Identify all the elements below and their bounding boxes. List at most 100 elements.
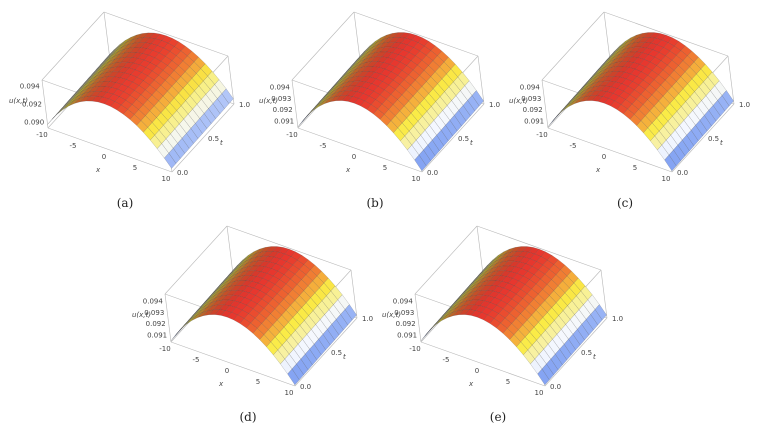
box-edge <box>671 103 735 173</box>
box-edge <box>541 11 605 81</box>
x-tick-label: -5 <box>443 356 450 364</box>
t-tick-label: 0.5 <box>331 349 342 357</box>
x-axis-label: x <box>595 166 601 174</box>
box-edge <box>477 55 485 105</box>
surface-patch <box>164 152 177 169</box>
z-tick-label: 0.091 <box>524 118 544 126</box>
z-tick-label: 0.091 <box>397 332 417 340</box>
t-tick-label: 0.5 <box>208 135 219 143</box>
z-tick-label: 0.093 <box>271 95 291 103</box>
box-edge <box>226 225 234 275</box>
surface-patch <box>471 90 484 107</box>
x-axis-label: x <box>345 166 351 174</box>
surface-patch <box>664 154 677 172</box>
surface-patch <box>318 334 331 351</box>
box-edge <box>547 127 673 173</box>
surface-plot-e: -10 -5 0 5 10 0.0 0.5 1.0 0.091 0.092 0.093 0.094 x t… <box>373 214 623 429</box>
x-tick-label: 10 <box>535 389 544 397</box>
box-edge <box>420 341 546 387</box>
x-tick-label: 0 <box>102 153 106 161</box>
z-tick-label: 0.094 <box>520 83 541 91</box>
surface-patch <box>445 120 458 137</box>
surface-patch <box>199 113 212 129</box>
x-tick-label: -10 <box>536 131 547 139</box>
caption: (b) <box>366 196 384 210</box>
surface-plot-a: -10 -5 0 5 10 0.0 0.5 1.0 0.090 0.092 0.094 x t u(x,t… <box>0 0 250 215</box>
surface-patch <box>203 108 216 124</box>
surface-patch <box>177 138 190 154</box>
z-tick-label: 0.091 <box>274 118 294 126</box>
surface-patch <box>313 338 326 356</box>
x-tick-label: -5 <box>320 142 327 150</box>
x-tick-label: -10 <box>36 131 47 139</box>
z-tick-label: 0.091 <box>147 332 167 340</box>
box-edge <box>227 55 235 105</box>
box-edge <box>350 269 358 319</box>
box-edge <box>103 11 111 61</box>
t-axis-label: t <box>593 353 596 361</box>
z-axis-label: u(x,t) <box>382 311 401 319</box>
x-tick-label: 10 <box>162 175 171 183</box>
t-axis-label: t <box>220 139 223 147</box>
x-tick-label: 0 <box>352 153 356 161</box>
t-tick-label: 0.0 <box>550 383 561 391</box>
box-edge <box>164 293 172 343</box>
plot-svg: -10 -5 0 5 10 0.0 0.5 1.0 0.091 0.092 0.093 0.094 x t… <box>509 11 750 183</box>
box-edge <box>600 269 608 319</box>
surface-patch <box>690 124 703 142</box>
t-axis-label: t <box>470 139 473 147</box>
z-tick-label: 0.094 <box>270 83 291 91</box>
x-tick-label: 5 <box>256 378 260 386</box>
z-tick-label: 0.093 <box>521 95 541 103</box>
caption: (c) <box>616 196 634 210</box>
z-tick-label: 0.093 <box>394 309 414 317</box>
t-tick-label: 1.0 <box>362 315 373 323</box>
box-edge <box>294 317 358 387</box>
box-edge <box>226 225 352 271</box>
box-edge <box>171 103 235 173</box>
x-tick-label: 0 <box>602 153 606 161</box>
z-tick-label: 0.092 <box>146 320 166 328</box>
surface-patch <box>594 304 607 321</box>
plot-svg: -10 -5 0 5 10 0.0 0.5 1.0 0.091 0.092 0.093 0.094 x t… <box>382 225 623 397</box>
box-edge <box>603 11 611 61</box>
surface-plot-c: -10 -5 0 5 10 0.0 0.5 1.0 0.091 0.092 0.093 0.094 x t… <box>500 0 750 215</box>
box-edge <box>103 11 229 57</box>
surface-patch <box>414 154 427 172</box>
box-edge <box>476 225 484 275</box>
surface-patch <box>568 334 581 351</box>
z-tick-label: 0.092 <box>523 106 543 114</box>
box-edge <box>544 317 608 387</box>
x-axis-label: x <box>95 166 101 174</box>
box-edge <box>170 341 296 387</box>
surface-patch <box>208 103 221 119</box>
z-tick-label: 0.094 <box>393 297 414 305</box>
box-edge <box>421 103 485 173</box>
surface-plot-d: -10 -5 0 5 10 0.0 0.5 1.0 0.091 0.092 0.093 0.094 x t… <box>123 214 373 429</box>
x-tick-label: 5 <box>383 164 387 172</box>
surface-plot-b: -10 -5 0 5 10 0.0 0.5 1.0 0.091 0.092 0.093 0.094 x t… <box>250 0 500 215</box>
z-tick-label: 0.092 <box>273 106 293 114</box>
x-tick-label: 5 <box>506 378 510 386</box>
z-tick-label: 0.092 <box>22 101 42 109</box>
x-tick-label: -10 <box>286 131 297 139</box>
x-tick-label: 10 <box>662 175 671 183</box>
t-tick-label: 0.0 <box>677 169 688 177</box>
surface-patch <box>287 368 300 386</box>
z-tick-label: 0.090 <box>24 118 44 126</box>
t-tick-label: 0.5 <box>708 135 719 143</box>
surface-patch <box>563 338 576 356</box>
surface-patch <box>172 143 186 159</box>
plot-svg: -10 -5 0 5 10 0.0 0.5 1.0 0.090 0.092 0.094 x t u(x,t… <box>9 11 250 183</box>
x-tick-label: -10 <box>409 345 420 353</box>
surface-patch <box>440 124 453 142</box>
z-tick-label: 0.094 <box>143 297 164 305</box>
x-tick-label: 10 <box>412 175 421 183</box>
surface-patch <box>537 368 550 386</box>
box-edge <box>603 11 729 57</box>
box-edge <box>291 11 355 81</box>
z-tick-label: 0.094 <box>20 83 41 91</box>
box-edge <box>291 79 299 129</box>
t-tick-label: 0.5 <box>581 349 592 357</box>
box-edge <box>47 127 173 173</box>
